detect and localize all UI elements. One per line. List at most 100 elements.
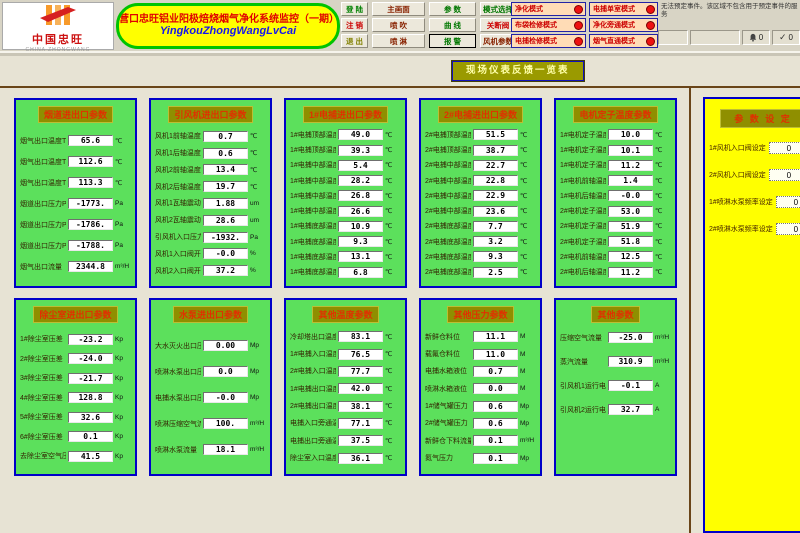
param-unit: ℃ bbox=[655, 192, 663, 200]
red-led-icon bbox=[646, 36, 655, 46]
param-row: 烟道出口压力P2 -1786. Pa bbox=[20, 219, 132, 230]
param-unit: ℃ bbox=[250, 150, 258, 158]
param-row: 风机1前轴温度T330.7℃ bbox=[155, 130, 267, 142]
mode-button-purify-bypass-mode[interactable]: 净化旁通模式 bbox=[589, 18, 658, 32]
ack-count-cell[interactable]: ✓ 0 bbox=[772, 30, 800, 45]
setting-input-field[interactable]: 0 bbox=[775, 223, 800, 235]
param-row: 喷淋压缩空气流量100.m³/H bbox=[155, 418, 267, 429]
param-value-field: 0.6 bbox=[473, 417, 518, 429]
nav-column: 模式选择 关断阀 风机参数 bbox=[480, 2, 516, 48]
setting-input-field[interactable]: 0 bbox=[768, 169, 800, 181]
param-value-field: 32.6 bbox=[68, 411, 113, 423]
param-value-field: 0.7 bbox=[203, 130, 248, 142]
param-row: 引风机1运行电流-0.1A bbox=[560, 380, 672, 391]
mode-button-ep-single-chamber-mode[interactable]: 电捕单室模式 bbox=[589, 2, 658, 16]
param-label: 1#电机后轴温度 bbox=[560, 192, 606, 200]
param-unit: Mp bbox=[250, 394, 260, 401]
nav-button-exit[interactable]: 退 出 bbox=[341, 34, 368, 48]
param-row: 风机1后轴温度T340.6℃ bbox=[155, 147, 267, 159]
nav-button-alarm[interactable]: 报 警 bbox=[429, 34, 476, 48]
setting-input-field[interactable]: 0 bbox=[775, 196, 800, 208]
settings-rows: 1#风机入口阀设定 0 2#风机入口阀设定 0 1#喷淋水泵频率设定 0 2#喷淋水泵频率设… bbox=[705, 142, 800, 235]
mode-label: 净化模式 bbox=[515, 6, 543, 13]
param-row: 1#电捕中部温度T1726.8℃ bbox=[290, 190, 402, 202]
panel-title: 除尘室进出口参数 bbox=[33, 306, 118, 323]
field-instrument-overview-button[interactable]: 现场仪表反馈一览表 bbox=[451, 60, 585, 82]
setting-input-field[interactable]: 0 bbox=[768, 142, 800, 154]
param-label: 1#电机定子温度3 bbox=[560, 162, 606, 170]
param-row: 风机2前轴温度T3113.4℃ bbox=[155, 164, 267, 176]
param-unit: ℃ bbox=[250, 133, 258, 141]
param-value-field: 100. bbox=[203, 418, 248, 429]
param-row: 2#电机定子温度153.0℃ bbox=[560, 205, 672, 217]
param-row: 2#电捕中部温度T1222.8℃ bbox=[425, 175, 537, 187]
param-label: 喷淋水泵出口压力 bbox=[155, 368, 201, 376]
panel-rows: 1#除尘室压差 -23.2 Kp 2#除尘室压差 -24.0 Kp 3#除尘室压差 -21.7… bbox=[16, 324, 135, 474]
param-value-field: -23.2 bbox=[68, 333, 113, 345]
param-row: 1#电捕顶部温度T839.3℃ bbox=[290, 144, 402, 156]
param-value-field: 36.1 bbox=[338, 452, 383, 464]
nav-button-spray[interactable]: 喷 淋 bbox=[372, 34, 425, 48]
nav-button-params[interactable]: 参 数 bbox=[429, 2, 476, 16]
param-row: 风机2入口阀开度37.2% bbox=[155, 265, 267, 277]
param-value-field: 22.8 bbox=[473, 175, 518, 187]
system-title-en: YingkouZhongWangLvCai bbox=[159, 25, 297, 37]
param-label: 氮气压力 bbox=[425, 455, 453, 463]
param-unit: ℃ bbox=[115, 179, 123, 187]
param-label: 电捕水箱液位 bbox=[425, 368, 467, 376]
mode-button-bag-maintenance-mode[interactable]: 布袋检修模式 bbox=[511, 18, 586, 32]
param-value-field: 51.8 bbox=[608, 236, 653, 248]
panel-dust-chamber: 除尘室进出口参数 1#除尘室压差 -23.2 Kp 2#除尘室压差 -24.0 Kp 3#除尘… bbox=[14, 298, 137, 476]
param-unit: Pa bbox=[115, 221, 123, 228]
nav-button-main-screen[interactable]: 主画面 bbox=[372, 2, 425, 16]
ack-count: 0 bbox=[788, 33, 793, 42]
param-unit: m³/H bbox=[115, 263, 130, 270]
param-label: 引风机入口压力 bbox=[155, 234, 201, 242]
param-value-field: 11.1 bbox=[473, 331, 518, 343]
panel-title: 其他压力参数 bbox=[447, 306, 514, 323]
param-unit: Mp bbox=[250, 368, 260, 375]
param-unit: M bbox=[520, 350, 526, 358]
param-label: 烟道出口压力P2 bbox=[20, 221, 66, 229]
param-unit: ℃ bbox=[385, 131, 393, 139]
param-row: 新鲜仓下料流量 0.1 m³/H bbox=[425, 435, 537, 447]
bell-icon bbox=[749, 33, 756, 42]
param-unit: ℃ bbox=[385, 403, 393, 411]
param-label: 2#电捕中部温度T14 bbox=[425, 208, 471, 216]
mode-label: 布袋检修模式 bbox=[515, 22, 557, 29]
param-label: 去除尘室空气压力 bbox=[20, 453, 66, 460]
panel-title: 其他参数 bbox=[591, 306, 640, 323]
panel-title: 其他温度参数 bbox=[312, 306, 379, 323]
param-row: 2#电机定子温度251.9℃ bbox=[560, 220, 672, 232]
param-label: 压缩空气流量 bbox=[560, 334, 602, 342]
mode-button-ep-maintenance-mode[interactable]: 电捕检修模式 bbox=[511, 34, 586, 48]
panel-rows: 新鲜仓料位 11.1 M 载氟仓料位 11.0 M 电捕水箱液位 0.7 M 喷淋水箱液位 0.0 M… bbox=[421, 324, 540, 474]
param-label: 蒸汽流量 bbox=[560, 358, 588, 366]
mode-button-gas-direct-mode[interactable]: 烟气直通模式 bbox=[589, 34, 658, 48]
param-unit: ℃ bbox=[385, 269, 393, 277]
param-unit: ℃ bbox=[520, 131, 528, 139]
mode-button-purify-mode[interactable]: 净化模式 bbox=[511, 2, 586, 16]
alarm-count-cell[interactable]: 0 bbox=[742, 30, 770, 45]
nav-button-pulse-jet[interactable]: 喷 吹 bbox=[372, 18, 425, 32]
param-value-field: 0.0 bbox=[473, 383, 518, 395]
param-value-field: 5.4 bbox=[338, 159, 383, 171]
param-row: 1#电捕顶部温度T749.0℃ bbox=[290, 129, 402, 141]
param-unit: M bbox=[520, 385, 526, 393]
param-value-field: 0.1 bbox=[68, 431, 113, 442]
setting-row: 1#风机入口阀设定 0 bbox=[709, 142, 800, 154]
nav-button-login[interactable]: 登 陆 bbox=[341, 2, 368, 16]
param-label: 烟气出口温度T3 bbox=[20, 179, 66, 187]
param-label: 3#除尘室压差 bbox=[20, 375, 63, 382]
panel-rows: 压缩空气流量-25.0m³/H蒸汽流量310.9m³/H引风机1运行电流-0.1… bbox=[556, 324, 675, 474]
param-unit: Kp bbox=[115, 394, 123, 401]
param-row: 1#电捕底部温度T266.8℃ bbox=[290, 266, 402, 278]
param-label: 1#储气罐压力 bbox=[425, 403, 468, 411]
param-row: 1#电机定子温度110.0℃ bbox=[560, 129, 672, 141]
nav-button-logout[interactable]: 注 销 bbox=[341, 18, 368, 32]
param-row: 1#电机后轴温度 -0.0 ℃ bbox=[560, 190, 672, 202]
param-unit: ℃ bbox=[385, 420, 393, 428]
param-row: 2#电捕顶部温度T1038.7℃ bbox=[425, 144, 537, 156]
nav-button-curve[interactable]: 曲 线 bbox=[429, 18, 476, 32]
